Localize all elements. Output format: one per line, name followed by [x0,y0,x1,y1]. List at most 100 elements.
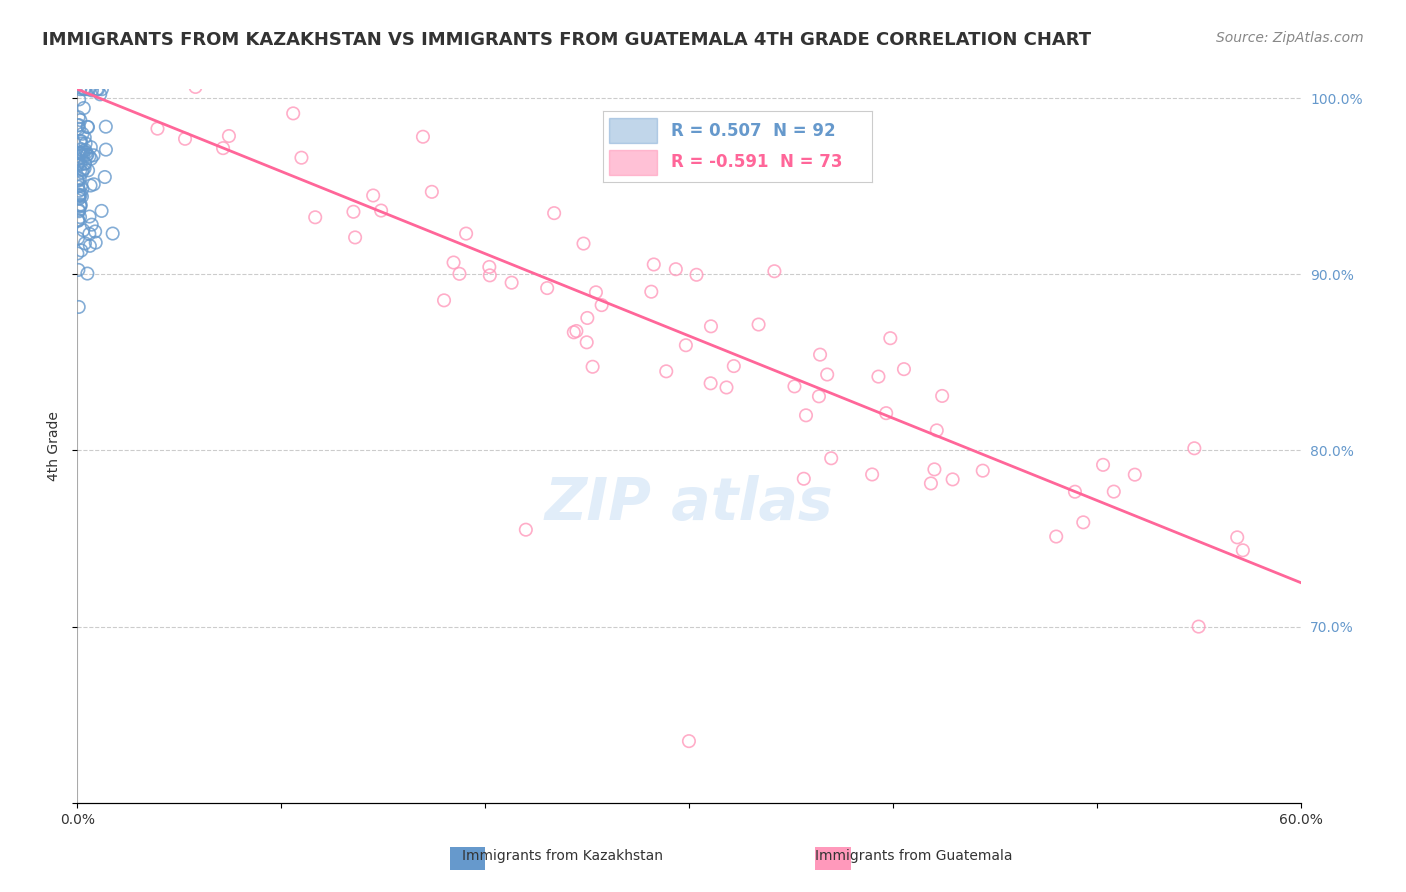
Point [79,227,101,241]
Point [184,79,207,94]
Point [678,734,700,748]
Point [90,82,112,96]
Point [66,119,89,133]
Point [80,152,103,166]
Point [69,197,91,211]
Text: IMMIGRANTS FROM KAZAKHSTAN VS IMMIGRANTS FROM GUATEMALA 4TH GRADE CORRELATION CH: IMMIGRANTS FROM KAZAKHSTAN VS IMMIGRANTS… [42,31,1091,49]
Point [576,310,599,325]
Point [80,218,103,232]
Point [665,262,688,277]
Point [342,204,364,219]
Point [925,423,948,437]
Point [72,182,94,196]
Point [84,235,107,250]
Point [101,227,124,241]
Point [931,389,953,403]
Point [69,188,91,202]
Point [69,163,91,178]
Point [69,146,91,161]
Point [79,149,101,163]
Point [685,268,707,282]
Point [67,110,90,124]
Point [72,162,94,177]
Point [67,300,90,314]
Point [699,376,721,391]
Point [80,140,103,154]
Point [70,189,93,203]
Point [283,106,305,120]
Point [66,179,89,194]
Point [420,185,443,199]
Point [66,156,89,170]
Point [783,379,806,393]
Point [218,128,240,143]
Point [501,276,523,290]
Point [815,368,838,382]
Text: Immigrants from Kazakhstan: Immigrants from Kazakhstan [463,849,662,863]
Point [675,338,697,352]
Point [69,199,91,213]
Point [643,257,665,271]
Point [1188,619,1211,633]
Text: Immigrants from Guatemala: Immigrants from Guatemala [815,849,1012,863]
Point [94,143,117,157]
Point [84,224,107,238]
Point [69,134,91,148]
Point [72,223,94,237]
Point [67,118,90,132]
Point [820,451,842,466]
Point [67,263,90,277]
Point [572,236,595,251]
Text: ZIP atlas: ZIP atlas [544,475,834,532]
Point [1226,530,1249,544]
Point [924,462,946,476]
Point [67,145,90,160]
Point [763,264,786,278]
Point [70,142,93,156]
Y-axis label: 4th Grade: 4th Grade [46,411,60,481]
Point [67,214,90,228]
Point [443,255,465,269]
Point [879,331,901,345]
Point [640,285,662,299]
Point [69,113,91,128]
FancyBboxPatch shape [609,118,657,143]
Point [69,82,91,96]
Point [972,464,994,478]
Point [794,409,817,423]
Point [76,267,98,281]
Point [591,298,613,312]
Point [67,92,90,106]
Point [72,127,94,141]
Point [73,101,96,115]
Point [79,239,101,253]
Point [67,202,90,217]
Point [370,203,392,218]
Point [1045,529,1067,543]
Point [581,359,603,374]
Point [69,171,91,186]
Point [80,83,103,97]
Point [565,324,588,338]
Point [94,169,117,184]
Point [212,141,235,155]
Point [76,148,98,162]
Point [146,121,169,136]
Point [70,165,93,179]
Point [66,174,89,188]
Point [575,335,598,350]
Point [67,145,90,160]
Point [77,163,100,178]
Point [1092,458,1115,472]
Point [77,120,100,135]
Point [66,173,89,187]
Point [67,121,90,136]
Point [73,236,96,251]
Point [807,389,830,403]
Point [70,136,93,151]
Point [69,198,91,212]
Point [655,364,678,378]
Text: R = 0.507  N = 92: R = 0.507 N = 92 [671,121,835,139]
Point [73,156,96,170]
Point [1071,516,1094,530]
